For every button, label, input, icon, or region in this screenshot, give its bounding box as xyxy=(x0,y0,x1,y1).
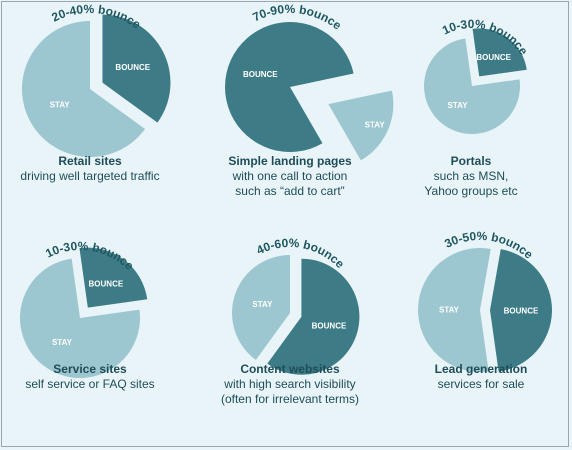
chart-caption-line: services for sale xyxy=(437,377,525,391)
chart-caption-line: such as “add to cart” xyxy=(235,184,345,198)
chart-caption-title: Service sites xyxy=(53,362,127,376)
chart-caption-title: Portals xyxy=(450,154,492,168)
slice-bounce xyxy=(102,14,171,123)
slice-label-stay: STAY xyxy=(439,305,460,314)
chart-caption-line: (often for irrelevant terms) xyxy=(220,392,360,406)
slice-label-stay: STAY xyxy=(52,338,73,347)
slice-bounce xyxy=(224,22,354,153)
chart-caption-line: driving well targeted traffic xyxy=(20,169,160,183)
slice-label-stay: STAY xyxy=(252,300,273,309)
slice-stay xyxy=(20,258,141,379)
chart-caption-line: self service or FAQ sites xyxy=(25,377,155,391)
chart-caption-title: Lead generation xyxy=(434,362,528,376)
chart-caption: Service sites self service or FAQ sites xyxy=(0,362,180,392)
slice-label-bounce: BOUNCE xyxy=(89,280,124,289)
chart-caption-line: with one call to action xyxy=(232,169,348,183)
slice-stay xyxy=(21,21,146,157)
slice-label-stay: STAY xyxy=(448,101,469,110)
chart-caption-title: Content websites xyxy=(240,362,340,376)
slice-bounce xyxy=(267,258,360,375)
slice-label-stay: STAY xyxy=(50,100,71,109)
slice-label-bounce: BOUNCE xyxy=(115,63,150,72)
chart-caption-title: Simple landing pages xyxy=(228,154,352,168)
chart-caption: Content websites with high search visibil… xyxy=(200,362,380,407)
slice-bounce xyxy=(79,247,148,308)
slice-bounce xyxy=(489,249,552,372)
slice-label-stay: STAY xyxy=(365,121,386,130)
slice-label-bounce: BOUNCE xyxy=(243,70,278,79)
slice-stay xyxy=(424,38,520,134)
slice-stay xyxy=(232,255,290,360)
chart-caption: Lead generation services for sale xyxy=(391,362,571,392)
chart-caption: Retail sites driving well targeted traffi… xyxy=(0,154,180,184)
chart-caption-title: Retail sites xyxy=(58,154,122,168)
chart-caption-line: Yahoo groups etc xyxy=(424,184,518,198)
slice-stay xyxy=(328,90,394,161)
slice-label-bounce: BOUNCE xyxy=(476,53,511,62)
slice-stay xyxy=(418,248,491,372)
chart-caption: Simple landing pages with one call to act… xyxy=(200,154,380,199)
slice-bounce xyxy=(472,28,527,77)
slice-label-bounce: BOUNCE xyxy=(504,307,539,316)
chart-caption-line: with high search visibility xyxy=(224,377,356,391)
slice-label-bounce: BOUNCE xyxy=(312,322,347,331)
chart-caption-line: such as MSN, xyxy=(433,169,509,183)
chart-caption: Portals such as MSN, Yahoo groups etc xyxy=(381,154,561,199)
